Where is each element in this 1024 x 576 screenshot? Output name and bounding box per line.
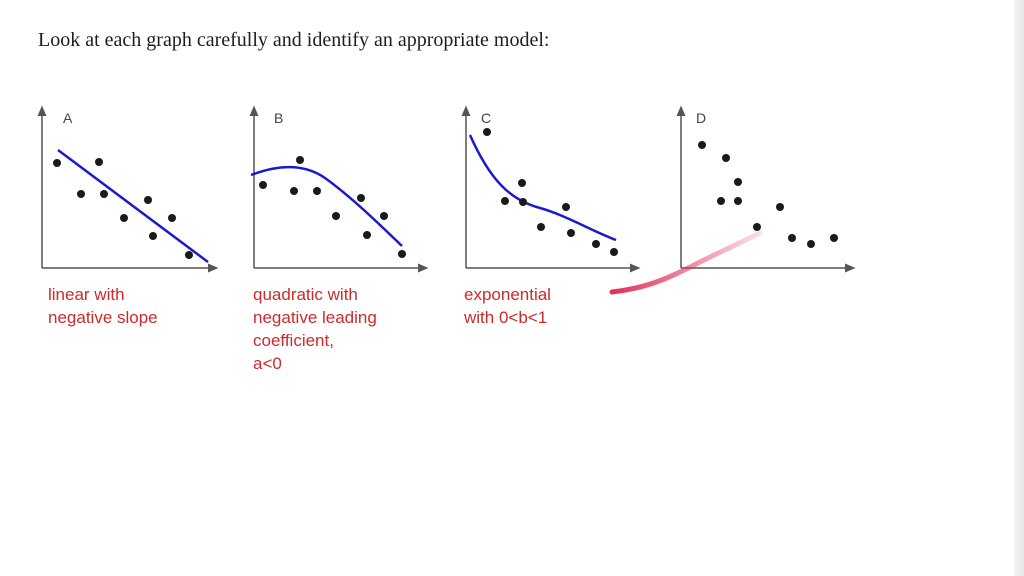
graph-b-point <box>357 194 365 202</box>
graph-b-letter: B <box>274 110 283 126</box>
graph-d-point <box>717 197 725 205</box>
graph-a-annotation: linear with negative slope <box>48 283 158 329</box>
graph-b-point <box>380 212 388 220</box>
annotation-line: negative slope <box>48 308 158 327</box>
annotation-line: exponential <box>464 285 551 304</box>
annotation-line: coefficient, <box>253 331 334 350</box>
graph-b-point <box>296 156 304 164</box>
graph-a-point <box>100 190 108 198</box>
window-edge <box>1014 0 1024 576</box>
graph-b-point <box>313 187 321 195</box>
graph-b-fit-curve <box>250 165 403 247</box>
graph-b-point <box>398 250 406 258</box>
graph-c-point <box>501 197 509 205</box>
graph-d-point <box>734 178 742 186</box>
graph-d-point <box>830 234 838 242</box>
graph-d: D <box>676 105 856 273</box>
graph-d-points <box>698 141 838 248</box>
graph-c-fit-curve <box>468 134 617 242</box>
graph-d-point <box>753 223 761 231</box>
graph-b-points <box>259 156 406 258</box>
graph-c-point <box>518 179 526 187</box>
graph-a-point <box>120 214 128 222</box>
graph-a: A <box>37 105 219 273</box>
graph-a-points <box>53 158 193 259</box>
graph-a-fit-line <box>57 148 209 264</box>
graph-d-point <box>734 197 742 205</box>
graph-b-point <box>290 187 298 195</box>
pen-annotation-stroke <box>609 230 763 295</box>
page-title: Look at each graph carefully and identif… <box>38 29 550 51</box>
graph-c-point <box>610 248 618 256</box>
graph-c-letter: C <box>481 110 491 126</box>
graph-c-point <box>592 240 600 248</box>
graph-b-point <box>363 231 371 239</box>
annotation-line: quadratic with <box>253 285 358 304</box>
graph-c-point <box>562 203 570 211</box>
annotation-line: linear with <box>48 285 125 304</box>
graph-c-point <box>567 229 575 237</box>
graph-d-point <box>776 203 784 211</box>
graph-b-annotation: quadratic with negative leading coeffici… <box>253 283 377 375</box>
graph-b-point <box>259 181 267 189</box>
graph-a-point <box>168 214 176 222</box>
graph-d-point <box>807 240 815 248</box>
graph-d-point <box>698 141 706 149</box>
graph-a-point <box>95 158 103 166</box>
graph-a-point <box>144 196 152 204</box>
graph-a-point <box>53 159 61 167</box>
graph-c-annotation: exponential with 0<b<1 <box>464 283 551 329</box>
graph-a-letter: A <box>63 110 73 126</box>
graph-b-point <box>332 212 340 220</box>
graph-c-point <box>519 198 527 206</box>
graph-d-point <box>788 234 796 242</box>
annotation-line: with 0<b<1 <box>464 308 548 327</box>
graph-d-point <box>722 154 730 162</box>
graph-c-points <box>483 128 618 256</box>
graph-c-point <box>537 223 545 231</box>
graph-c-point <box>483 128 491 136</box>
graph-d-letter: D <box>696 110 706 126</box>
annotation-line: negative leading <box>253 308 377 327</box>
annotation-line: a<0 <box>253 354 282 373</box>
graph-a-point <box>77 190 85 198</box>
graph-a-point <box>149 232 157 240</box>
graph-c: C <box>461 105 641 273</box>
graph-a-point <box>185 251 193 259</box>
graph-b: B <box>249 105 429 273</box>
